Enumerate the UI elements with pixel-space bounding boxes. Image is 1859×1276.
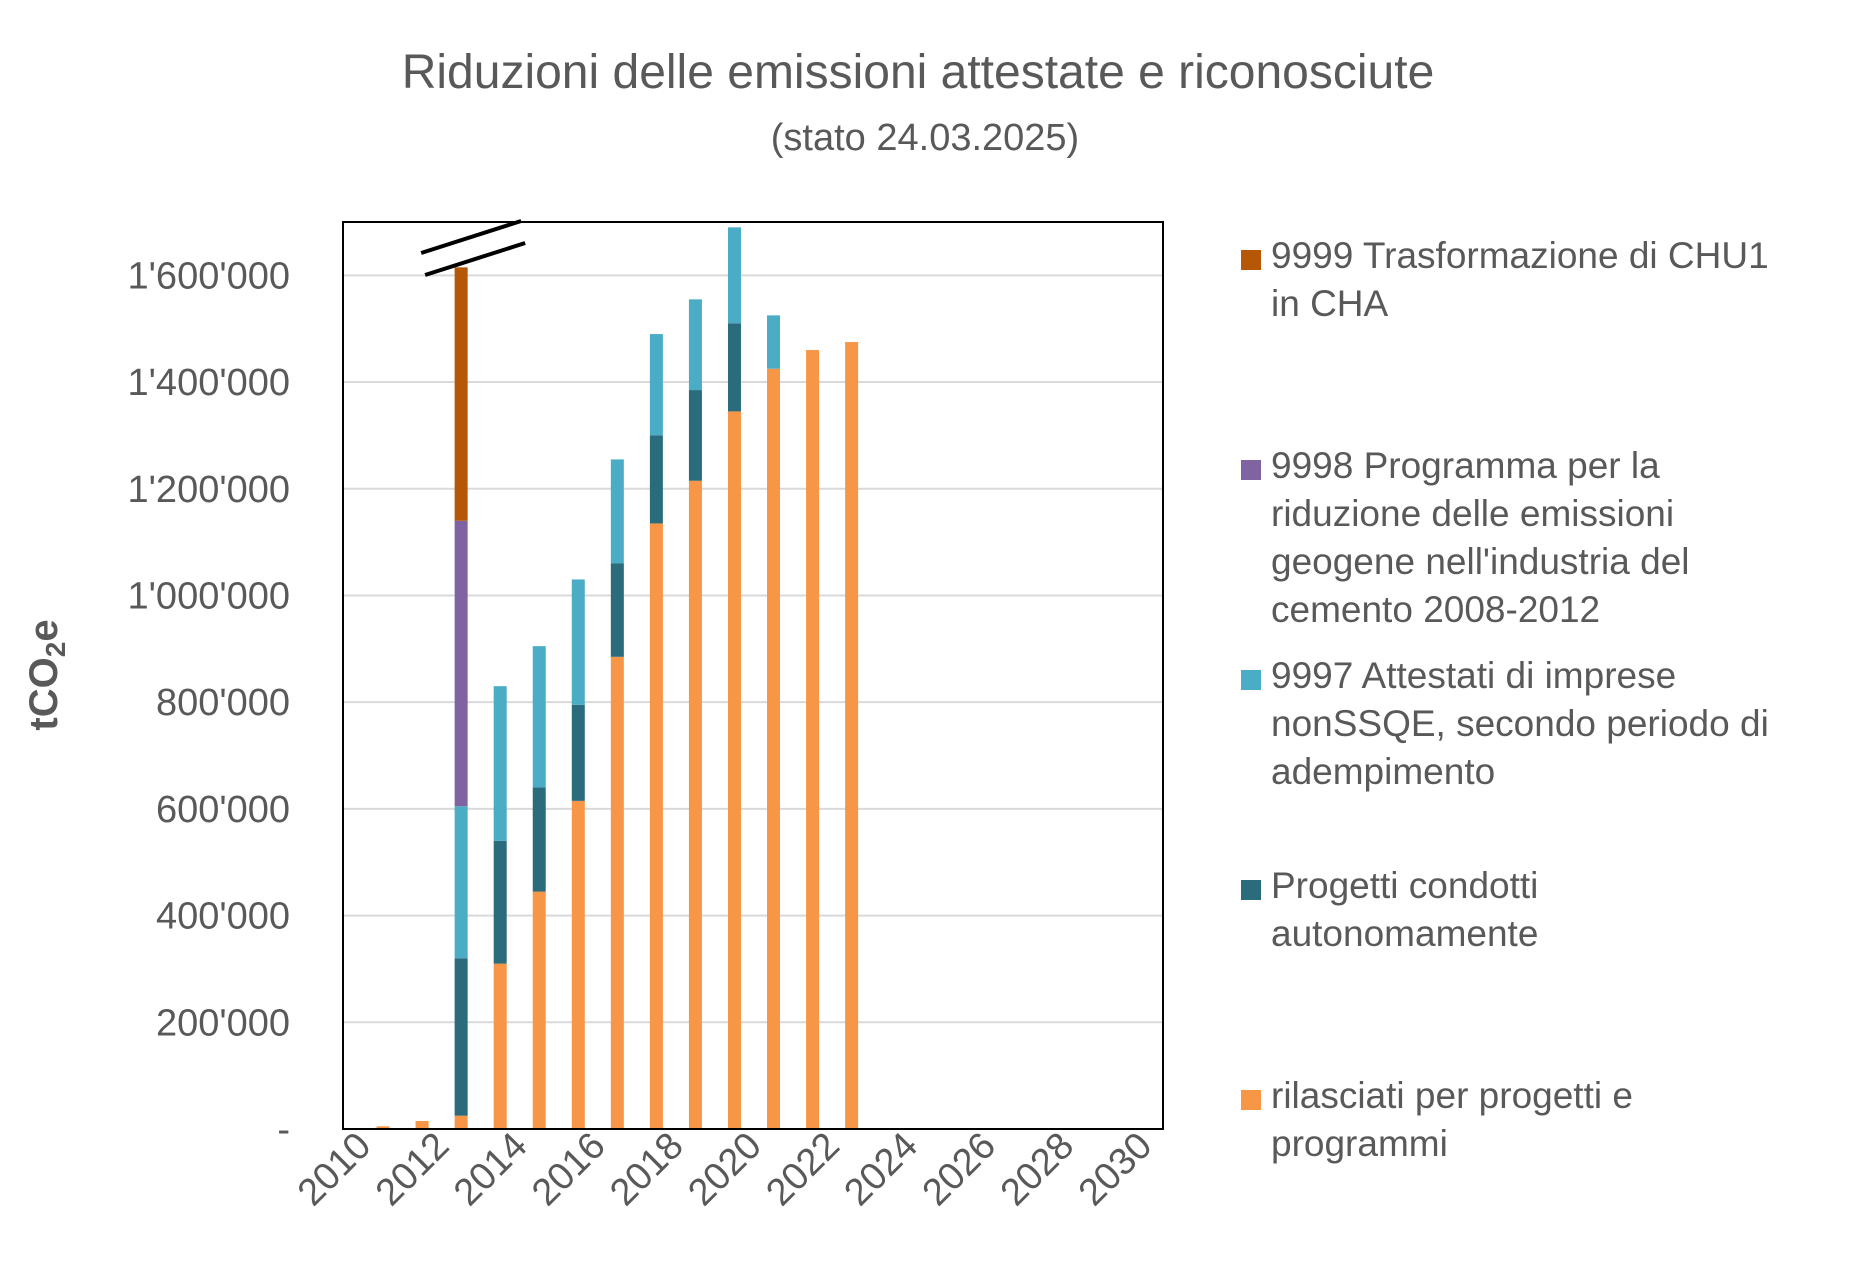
y-axis-ticks: - 200'000 400'000 600'000 800'000 1'000'000 1'… — [128, 255, 290, 1151]
bar-segment — [688, 390, 702, 481]
bar-segment — [493, 840, 507, 964]
legend-swatch — [1241, 880, 1261, 900]
chart-subtitle: (stato 24.03.2025) — [771, 117, 1079, 159]
bar-segment — [493, 686, 507, 841]
legend-swatch — [1241, 670, 1261, 690]
legend-label: riduzione delle emissioni — [1271, 493, 1674, 534]
bar-segment — [688, 299, 702, 391]
bar-segment — [532, 891, 546, 1129]
bar-segment — [610, 656, 624, 1129]
y-axis-label-sub: 2 — [40, 642, 71, 658]
y-tick-label: 1'400'000 — [128, 362, 290, 404]
legend-label: adempimento — [1271, 751, 1495, 792]
x-tick-label: 2030 — [1071, 1125, 1160, 1214]
chart-title: Riduzioni delle emissioni attestate e ri… — [402, 46, 1435, 99]
legend-swatch — [1241, 250, 1261, 270]
bar-segment — [454, 520, 468, 807]
legend-label: in CHA — [1271, 283, 1389, 324]
y-tick-label: 1'000'000 — [128, 575, 290, 617]
plot-area-frame — [342, 221, 1164, 1130]
legend-swatch — [1241, 460, 1261, 480]
y-axis-label-main: tCO — [22, 657, 66, 730]
bar-segment — [571, 800, 585, 1129]
bar-segment — [454, 958, 468, 1116]
bar-segment — [571, 704, 585, 801]
legend-label: geogene nell'industria del — [1271, 541, 1690, 582]
x-axis-ticks: 2010201220142016201820202022202420262028… — [290, 1125, 1160, 1214]
bar-segment — [845, 342, 859, 1129]
bar-segment — [649, 523, 663, 1129]
y-tick-label: - — [277, 1109, 290, 1151]
bar-segment — [727, 411, 741, 1129]
legend-label: programmi — [1271, 1123, 1448, 1164]
bar-segment — [727, 227, 741, 324]
legend-label: autonomamente — [1271, 913, 1538, 954]
legend-label: cemento 2008-2012 — [1271, 589, 1600, 630]
legend-label: 9998 Programma per la — [1271, 445, 1660, 486]
x-tick-label: 2014 — [446, 1125, 535, 1214]
y-tick-label: 1'600'000 — [128, 255, 290, 297]
x-tick-label: 2028 — [993, 1125, 1082, 1214]
legend-label: nonSSQE, secondo periodo di — [1271, 703, 1769, 744]
axis-break-line — [424, 241, 526, 277]
x-tick-label: 2022 — [758, 1125, 847, 1214]
legend: 9999 Trasformazione di CHU1 in CHA 9998 Pr… — [1241, 235, 1769, 1164]
bar-segment — [532, 787, 546, 892]
bar-segment — [610, 459, 624, 564]
legend-label: 9999 Trasformazione di CHU1 — [1271, 235, 1769, 276]
bar-segment — [767, 315, 781, 369]
x-tick-label: 2026 — [915, 1125, 1004, 1214]
y-axis-label-tail: e — [22, 619, 66, 641]
bar-segment — [571, 579, 585, 705]
bar-segment — [727, 323, 741, 412]
legend-swatch — [1241, 1090, 1261, 1110]
bar-segment — [649, 334, 663, 436]
bar-segment — [454, 806, 468, 959]
bar-segment — [649, 435, 663, 524]
y-tick-label: 800'000 — [156, 682, 290, 724]
axis-break-line — [420, 219, 522, 255]
x-tick-label: 2016 — [524, 1125, 613, 1214]
y-tick-label: 200'000 — [156, 1002, 290, 1044]
y-tick-label: 1'200'000 — [128, 469, 290, 511]
bar-segment — [610, 563, 624, 657]
bar-segment — [688, 480, 702, 1129]
gridlines — [343, 274, 1163, 1024]
x-tick-label: 2018 — [602, 1125, 691, 1214]
bar-segment — [493, 963, 507, 1129]
axis-break-gap — [421, 221, 526, 275]
bar-segment — [454, 1115, 468, 1129]
bar-segment — [454, 267, 468, 521]
legend-label: rilasciati per progetti e — [1271, 1075, 1633, 1116]
x-tick-label: 2024 — [837, 1125, 926, 1214]
x-tick-label: 2010 — [290, 1125, 379, 1214]
legend-label: Progetti condotti — [1271, 865, 1538, 906]
y-axis-label: tCO2e — [22, 619, 71, 730]
legend-label: 9997 Attestati di imprese — [1271, 655, 1676, 696]
bar-segment — [767, 368, 781, 1129]
axis-break-mark — [420, 219, 526, 277]
bar-segment — [376, 1126, 390, 1129]
bar-segment — [415, 1120, 429, 1129]
bars — [376, 227, 859, 1129]
y-tick-label: 600'000 — [156, 789, 290, 831]
bar-segment — [532, 646, 546, 788]
bar-segment — [806, 350, 820, 1129]
x-tick-label: 2020 — [680, 1125, 769, 1214]
x-tick-label: 2012 — [368, 1125, 457, 1214]
y-tick-label: 400'000 — [156, 896, 290, 938]
